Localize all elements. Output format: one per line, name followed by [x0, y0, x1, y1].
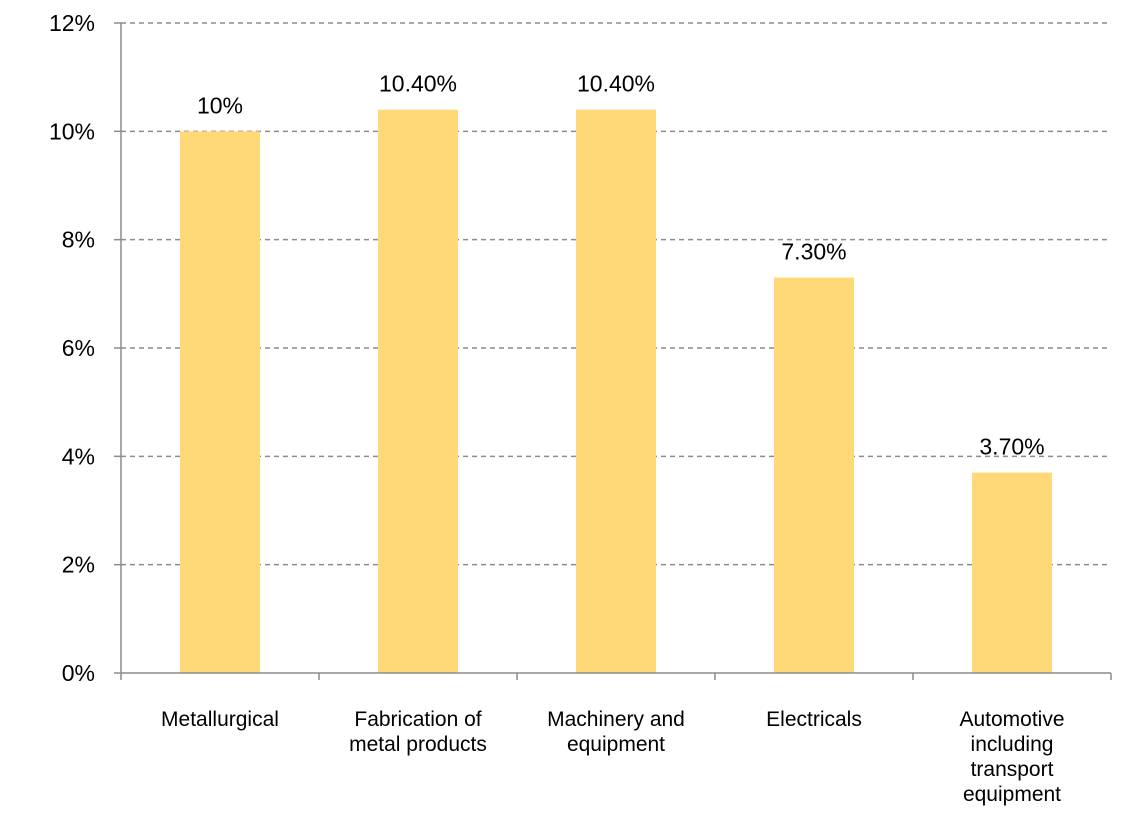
x-category-label: Fabrication of: [354, 708, 481, 731]
data-label: 10.40%: [577, 71, 655, 97]
x-category-label: metal products: [349, 733, 487, 756]
bar: [972, 472, 1052, 673]
data-label: 7.30%: [781, 239, 846, 265]
x-category-label: transport: [971, 758, 1054, 781]
x-category-label: Metallurgical: [161, 708, 279, 731]
x-category-label: Automotive: [959, 708, 1064, 731]
data-label: 3.70%: [979, 434, 1044, 460]
x-category-label: equipment: [963, 783, 1061, 806]
y-tick-label: 0%: [62, 660, 95, 686]
bar: [180, 131, 260, 674]
data-label: 10%: [197, 92, 243, 118]
y-tick-label: 12%: [49, 10, 95, 36]
bar: [378, 109, 458, 673]
y-tick-label: 10%: [49, 118, 95, 144]
y-tick-label: 8%: [62, 227, 95, 253]
labels: 0% 2% 4% 6% 8% 10% 12% 10% Metallurgical 10.40% Fa…: [49, 10, 1065, 806]
data-label: 10.40%: [379, 71, 457, 97]
y-tick-label: 4%: [62, 443, 95, 469]
x-category-label: Electricals: [766, 708, 862, 731]
x-category-label: equipment: [567, 733, 665, 756]
bars: [180, 109, 1052, 674]
y-tick-label: 6%: [62, 335, 95, 361]
bar: [774, 277, 854, 673]
x-category-label: including: [971, 733, 1054, 756]
y-tick-label: 2%: [62, 552, 95, 578]
axes: [114, 22, 1112, 680]
x-category-label: Machinery and: [547, 708, 685, 731]
bar: [576, 109, 656, 673]
